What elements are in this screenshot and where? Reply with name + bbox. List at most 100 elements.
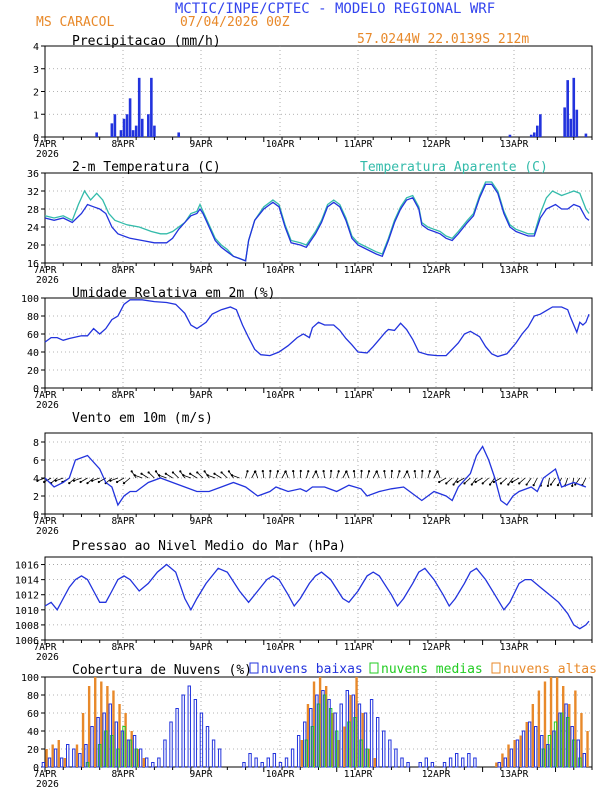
x-tick-label: 12APR	[422, 642, 451, 653]
wind-vector-head	[456, 480, 459, 484]
low-cloud-bar	[303, 721, 307, 768]
y-tick-label: 3	[33, 65, 39, 76]
wind-vector-head	[79, 480, 82, 484]
precip-bar	[539, 114, 542, 137]
x-tick-label: 7APR	[34, 769, 57, 780]
high-cloud-bar	[513, 740, 516, 767]
wind-vector-head	[147, 471, 150, 474]
panel-6: 0 20 40 60 80 100 7APR 8APR 9APR 10APR 11APR 12APR 1…	[21, 662, 597, 790]
wind-vector-head	[463, 482, 466, 485]
high-cloud-bar	[300, 740, 304, 767]
panel-title: Precipitacao (mm/h)	[72, 34, 221, 49]
high-cloud-bar	[94, 677, 97, 767]
wind-vector	[123, 477, 131, 484]
wind-vector-head	[72, 479, 76, 482]
precip-bar	[563, 107, 566, 137]
high-cloud-bar	[100, 681, 103, 767]
wind-vector	[116, 477, 125, 483]
x-tick-label: 8APR	[112, 642, 135, 653]
low-cloud-bar	[576, 739, 580, 768]
wind-vector-head	[203, 470, 206, 473]
wind-vector	[69, 477, 76, 484]
panel-1: 0 1 2 3 4 7APR 8APR 9APR 10APR 11APR 12APR 13APR 202…	[33, 34, 593, 160]
x-year-label: 2026	[36, 526, 59, 537]
wind-vector	[403, 471, 408, 479]
high-cloud-bar	[81, 713, 85, 767]
y-tick-label: 1006	[15, 636, 39, 647]
wind-vector-head	[406, 470, 409, 473]
wind-vector-head	[571, 484, 574, 487]
y-tick-label: 20	[27, 745, 39, 756]
wind-vector-head	[511, 480, 514, 484]
wind-vector-head	[481, 482, 484, 485]
low-cloud-bar	[205, 726, 210, 768]
plot-frame	[44, 297, 593, 389]
wind-vector	[141, 473, 149, 479]
high-cloud-bar	[306, 704, 310, 767]
wind-vector-head	[360, 469, 363, 473]
x-tick-label: 13APR	[500, 390, 529, 401]
high-cloud-bar	[63, 758, 67, 767]
wind-vector	[383, 471, 386, 479]
low-cloud-bar	[400, 757, 404, 768]
low-cloud-bar	[102, 712, 106, 768]
y-tick-label: 4	[33, 474, 39, 485]
low-cloud-bar	[290, 748, 295, 768]
wind-vector	[254, 471, 259, 479]
low-cloud-bar	[278, 762, 283, 768]
low-cloud-bar	[473, 757, 477, 768]
high-cloud-bar	[543, 681, 547, 767]
panel-5: 1006 1008 1010 1012 1014 1016 7APR 8APR 9APR 10AP…	[15, 539, 593, 663]
x-year-label: 2026	[36, 275, 59, 286]
wind-vector	[37, 477, 46, 482]
wind-vector	[183, 474, 192, 479]
low-cloud-bar	[461, 757, 465, 768]
low-cloud-bar	[552, 730, 556, 768]
wind-vector	[281, 471, 286, 479]
wind-vector	[397, 471, 400, 479]
x-tick-label: 12APR	[422, 516, 451, 527]
y-tick-label: 100	[21, 294, 39, 305]
panel-title: Cobertura de Nuvens (%)	[72, 663, 252, 678]
low-cloud-bar	[114, 721, 119, 768]
low-cloud-bar	[327, 699, 331, 768]
x-tick-label: 12APR	[422, 769, 451, 780]
x-tick-label: 13APR	[500, 642, 529, 653]
precip-bar	[529, 134, 533, 137]
wind-vector	[285, 471, 289, 479]
low-cloud-bar	[157, 757, 161, 768]
low-cloud-bar	[388, 739, 392, 768]
low-cloud-bar	[41, 762, 46, 768]
wind-speed-line	[44, 445, 587, 507]
wind-vector-head	[307, 470, 310, 473]
panel-title: Pressao ao Nivel Medio do Mar (hPa)	[72, 539, 346, 554]
low-cloud-bar	[521, 730, 526, 768]
wind-vector	[526, 477, 532, 485]
x-tick-label: 8APR	[112, 516, 135, 527]
low-cloud-bar	[503, 757, 508, 768]
high-cloud-bar	[549, 677, 553, 767]
low-cloud-bar	[284, 757, 289, 768]
wind-vector-head	[488, 483, 492, 486]
low-cloud-bar	[527, 721, 532, 768]
wind-vector-head	[322, 469, 325, 473]
wind-vector	[489, 477, 496, 485]
high-cloud-bar	[580, 713, 583, 767]
panel-title: 2-m Temperatura (C)	[72, 160, 221, 175]
x-tick-label: 8APR	[112, 390, 135, 401]
wind-vector	[464, 477, 471, 484]
wind-vector	[214, 473, 222, 479]
x-tick-label: 13APR	[500, 516, 529, 527]
wind-vector-head	[413, 469, 416, 473]
low-cloud-bar	[534, 726, 538, 768]
wind-vector	[471, 477, 477, 485]
wind-vector	[533, 477, 538, 486]
low-cloud-bar	[254, 757, 258, 768]
low-cloud-bar	[126, 739, 131, 768]
y-tick-label: 32	[27, 187, 39, 198]
cloud-legend-label: nuvens altas	[503, 662, 597, 677]
low-cloud-bar	[187, 685, 191, 768]
low-cloud-bar	[564, 703, 568, 768]
wind-vector-head	[115, 480, 119, 484]
low-cloud-bar	[169, 721, 173, 768]
